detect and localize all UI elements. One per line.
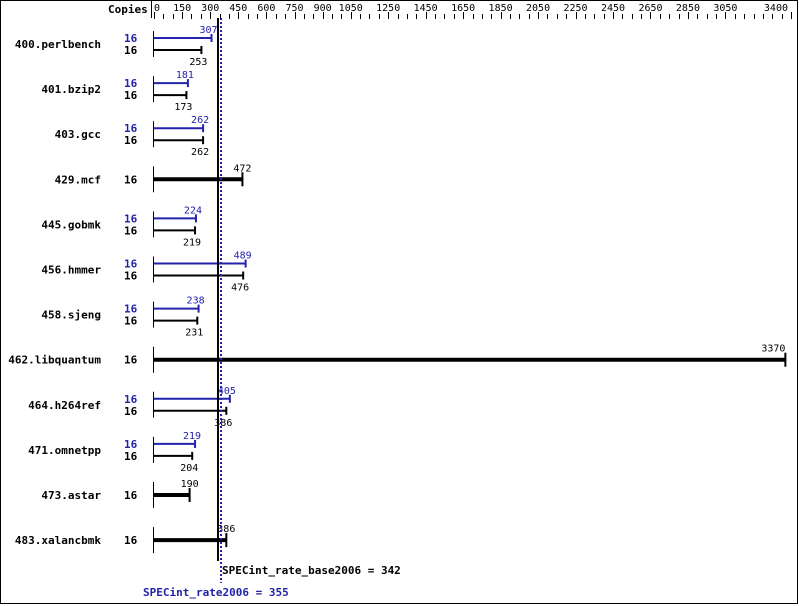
- peak-value: 489: [234, 251, 252, 262]
- benchmark-label: 462.libquantum: [8, 354, 101, 367]
- tick-label: 2850: [676, 3, 700, 14]
- base-copies: 16: [124, 270, 138, 283]
- base-copies: 16: [124, 89, 138, 102]
- tick-label: 1650: [451, 3, 475, 14]
- tick-label: 1850: [489, 3, 513, 14]
- benchmark-label: 401.bzip2: [41, 83, 101, 96]
- base-value: 204: [180, 463, 198, 474]
- base-metric-label: SPECint_rate_base2006 = 342: [222, 564, 401, 577]
- tick-label: 450: [229, 3, 247, 14]
- tick-label: 2650: [638, 3, 662, 14]
- tick-label: 900: [314, 3, 332, 14]
- peak-copies: 16: [124, 258, 138, 271]
- peak-value: 307: [199, 25, 217, 36]
- peak-copies: 16: [124, 212, 138, 225]
- benchmark-label: 445.gobmk: [41, 218, 101, 231]
- peak-value: 181: [176, 70, 194, 81]
- peak-value: 224: [184, 205, 202, 216]
- base-copies: 16: [124, 315, 138, 328]
- peak-value: 219: [183, 431, 201, 442]
- tick-label: 1450: [414, 3, 438, 14]
- tick-label: 300: [201, 3, 219, 14]
- base-value: 386: [217, 524, 235, 535]
- base-copies: 16: [124, 450, 138, 463]
- tick-label: 600: [257, 3, 275, 14]
- base-copies: 16: [124, 405, 138, 418]
- axis-label: Copies: [108, 3, 148, 16]
- base-value: 219: [183, 237, 201, 248]
- tick-label: 2250: [563, 3, 587, 14]
- base-value: 3370: [761, 344, 785, 355]
- peak-copies: 16: [124, 122, 138, 135]
- peak-copies: 16: [124, 32, 138, 45]
- peak-copies: 16: [124, 77, 138, 90]
- tick-label: 0: [154, 3, 160, 14]
- base-value: 262: [191, 147, 209, 158]
- peak-copies: 16: [124, 438, 138, 451]
- tick-label: 3400: [764, 3, 788, 14]
- benchmark-label: 400.perlbench: [15, 38, 101, 51]
- base-value: 386: [214, 418, 232, 429]
- peak-value: 238: [187, 296, 205, 307]
- peak-value: 262: [191, 115, 209, 126]
- tick-label: 1250: [376, 3, 400, 14]
- base-copies: 16: [124, 534, 138, 547]
- benchmark-label: 483.xalancbmk: [15, 534, 101, 547]
- base-copies: 16: [124, 134, 138, 147]
- benchmark-label: 464.h264ref: [28, 399, 101, 412]
- base-copies: 16: [124, 173, 138, 186]
- peak-copies: 16: [124, 393, 138, 406]
- base-copies: 16: [124, 354, 138, 367]
- benchmark-label: 429.mcf: [55, 173, 101, 186]
- tick-label: 1050: [339, 3, 363, 14]
- base-copies: 16: [124, 44, 138, 57]
- tick-label: 2450: [601, 3, 625, 14]
- base-value: 253: [189, 57, 207, 68]
- base-value: 190: [181, 479, 199, 490]
- benchmark-label: 471.omnetpp: [28, 444, 101, 457]
- tick-label: 3050: [713, 3, 737, 14]
- base-value: 472: [233, 163, 251, 174]
- benchmark-label: 456.hmmer: [41, 264, 101, 277]
- peak-metric-label: SPECint_rate2006 = 355: [143, 586, 289, 599]
- tick-label: 750: [285, 3, 303, 14]
- benchmark-label: 403.gcc: [55, 128, 101, 141]
- base-copies: 16: [124, 224, 138, 237]
- benchmark-label: 458.sjeng: [41, 309, 101, 322]
- peak-copies: 16: [124, 303, 138, 316]
- tick-label: 2050: [526, 3, 550, 14]
- benchmark-label: 473.astar: [41, 489, 101, 502]
- base-value: 173: [174, 102, 192, 113]
- base-value: 476: [231, 283, 249, 294]
- peak-value: 405: [218, 386, 236, 397]
- base-value: 231: [185, 328, 203, 339]
- base-copies: 16: [124, 489, 138, 502]
- tick-label: 150: [173, 3, 191, 14]
